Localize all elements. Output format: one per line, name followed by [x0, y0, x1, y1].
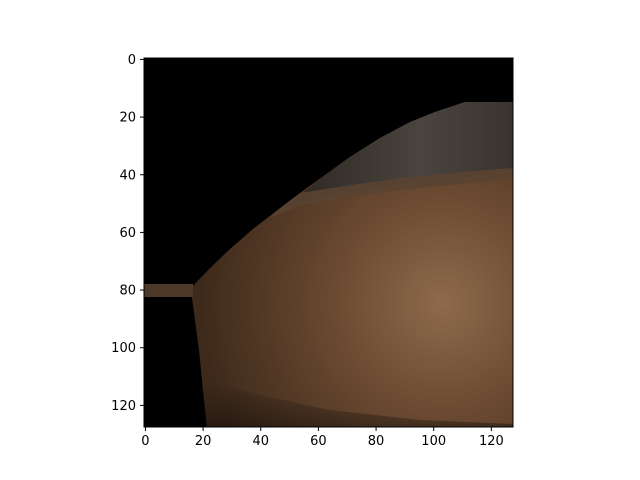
left-horizontal-stripe: [144, 284, 193, 297]
y-tick-label: 100: [111, 341, 136, 356]
y-tick-label: 20: [119, 111, 136, 126]
y-axis: 0 20 40 60 80 100 120: [111, 53, 144, 414]
diagonal-stripe: [270, 168, 513, 218]
y-tick-label: 120: [111, 399, 136, 414]
dark-upper-band: [282, 102, 513, 210]
x-tick-label: 120: [479, 434, 504, 449]
y-tick-label: 60: [119, 226, 136, 241]
x-tick-label: 80: [368, 434, 385, 449]
plot-frame: [143, 57, 514, 428]
x-tick-label: 40: [252, 434, 269, 449]
y-tick-label: 0: [128, 53, 136, 68]
x-tick-label: 60: [310, 434, 327, 449]
x-tick-label: 20: [195, 434, 212, 449]
x-tick-label: 0: [141, 434, 149, 449]
x-tick-label: 100: [421, 434, 446, 449]
y-tick-label: 40: [119, 168, 136, 183]
x-axis: 0 20 40 60 80 100 120: [141, 427, 504, 449]
plot-area: [144, 58, 513, 427]
lower-shading: [203, 380, 513, 427]
y-tick-label: 80: [119, 284, 136, 299]
